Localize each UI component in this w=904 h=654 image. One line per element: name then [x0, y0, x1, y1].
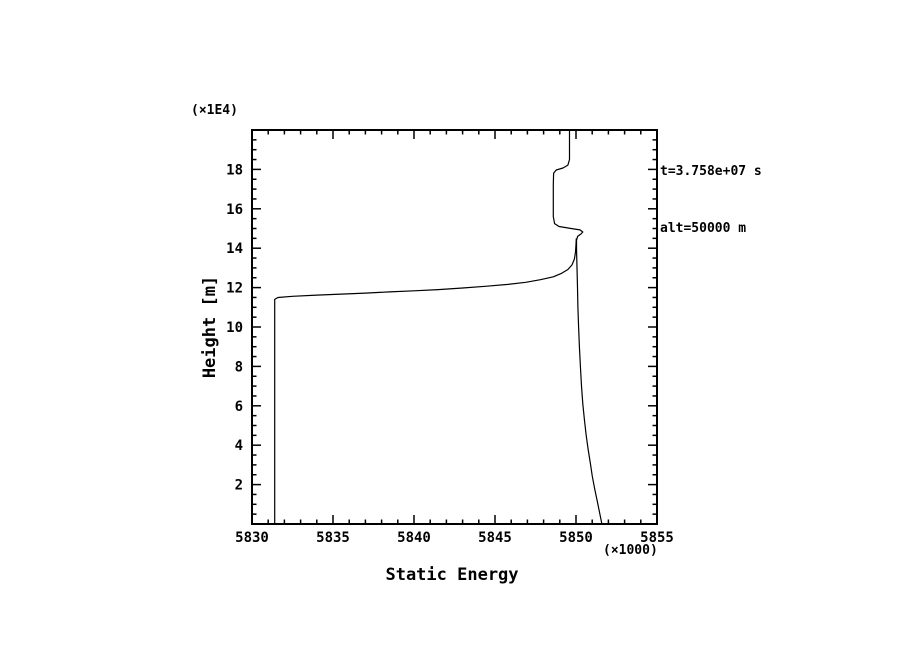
series-upper-branch	[552, 130, 603, 525]
y-tick-label: 2	[235, 478, 243, 494]
x-axis-scale-note: (×1000)	[603, 543, 658, 558]
x-tick-label: 5840	[397, 530, 431, 546]
y-tick-label: 10	[226, 320, 243, 336]
x-axis-title: Static Energy	[385, 565, 519, 585]
y-axis-title: Height [m]	[200, 275, 220, 379]
annotation-block: t=3.758e+07 s alt=50000 m	[660, 124, 762, 276]
y-tick-label: 6	[235, 399, 243, 415]
y-tick-label: 8	[235, 359, 243, 375]
plot-frame	[251, 129, 658, 525]
y-tick-label: 12	[226, 281, 243, 297]
y-tick-label: 14	[226, 241, 243, 257]
x-tick-label: 5850	[559, 530, 593, 546]
annotation-altitude: alt=50000 m	[660, 221, 747, 236]
x-tick-label: 5855	[640, 530, 674, 546]
y-tick-label: 18	[226, 162, 243, 178]
x-tick-label: 5845	[478, 530, 512, 546]
y-tick-label: 16	[226, 202, 243, 218]
y-tick-label: 4	[235, 438, 243, 454]
x-tick-label: 5835	[316, 530, 350, 546]
annotation-time: t=3.758e+07 s	[660, 164, 762, 179]
series-lower-branch	[274, 238, 577, 524]
x-tick-label: 5830	[235, 530, 269, 546]
y-axis-scale-note: (×1E4)	[191, 103, 238, 118]
